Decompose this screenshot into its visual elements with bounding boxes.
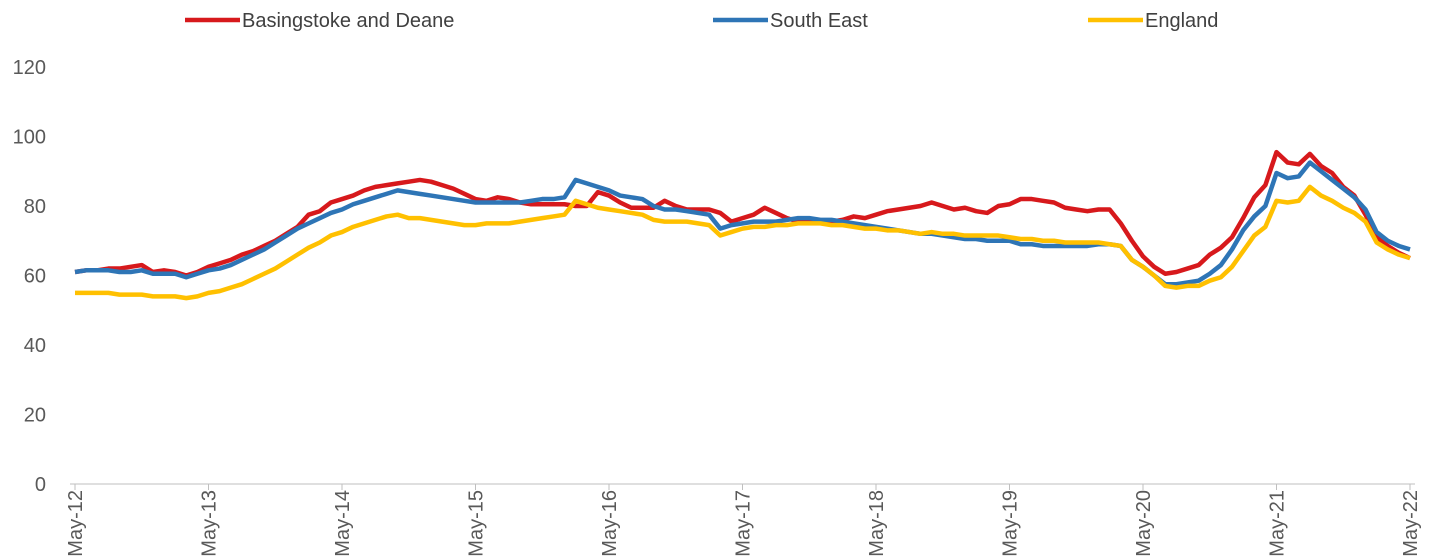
y-tick-label: 100 bbox=[13, 127, 46, 149]
y-tick-label: 120 bbox=[13, 57, 46, 79]
x-tick-label: May-16 bbox=[599, 490, 621, 557]
y-tick-label: 60 bbox=[24, 266, 46, 288]
series-line bbox=[74, 160, 1411, 287]
legend-label: South East bbox=[770, 10, 868, 32]
x-tick-label: May-22 bbox=[1400, 490, 1422, 557]
x-tick-label: May-17 bbox=[733, 490, 755, 557]
legend-label: Basingstoke and Deane bbox=[242, 10, 454, 32]
x-tick-label: May-19 bbox=[1000, 490, 1022, 557]
x-tick-label: May-18 bbox=[866, 490, 888, 557]
x-tick-label: May-14 bbox=[332, 490, 354, 557]
legend-label: England bbox=[1145, 10, 1218, 32]
x-tick-label: May-20 bbox=[1133, 490, 1155, 557]
x-tick-label: May-13 bbox=[199, 490, 221, 557]
series-line bbox=[74, 149, 1411, 278]
y-tick-label: 20 bbox=[24, 405, 46, 427]
y-tick-label: 80 bbox=[24, 196, 46, 218]
y-tick-label: 40 bbox=[24, 335, 46, 357]
x-tick-label: May-21 bbox=[1267, 490, 1289, 557]
x-tick-label: May-15 bbox=[466, 490, 488, 557]
series-line bbox=[75, 184, 1411, 301]
x-tick-label: May-12 bbox=[65, 490, 87, 557]
y-tick-label: 0 bbox=[35, 474, 46, 496]
